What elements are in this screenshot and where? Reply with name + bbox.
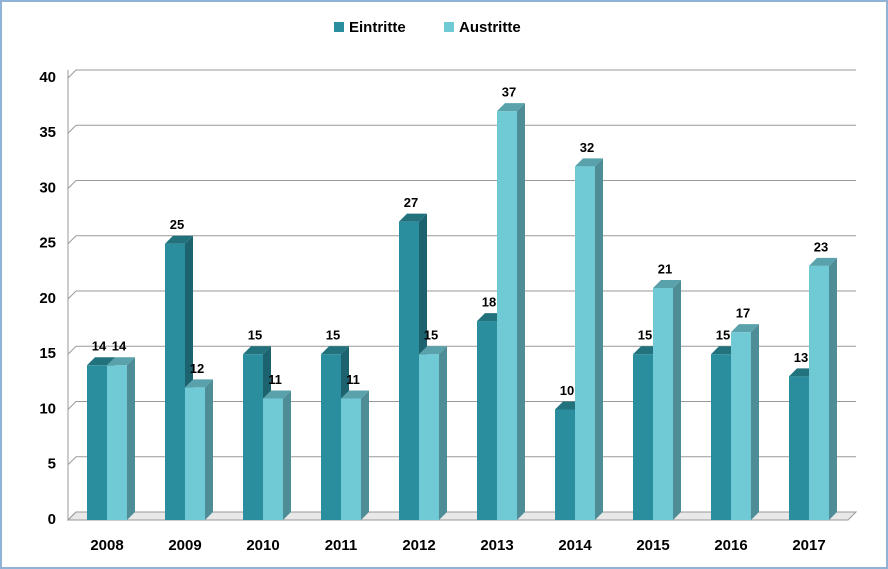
bar bbox=[731, 332, 751, 520]
bar-side bbox=[283, 390, 291, 520]
value-label: 37 bbox=[502, 85, 516, 100]
bar-top bbox=[263, 390, 291, 399]
bar-top bbox=[165, 235, 193, 244]
bar bbox=[321, 354, 341, 520]
legend-swatch bbox=[444, 22, 454, 32]
bar bbox=[399, 221, 419, 520]
bar bbox=[107, 365, 127, 520]
value-label: 17 bbox=[736, 306, 750, 321]
x-tick-label: 2015 bbox=[636, 537, 669, 554]
bar bbox=[497, 111, 517, 521]
bar-top bbox=[497, 103, 525, 112]
x-tick-label: 2016 bbox=[714, 537, 747, 554]
value-label: 13 bbox=[794, 350, 808, 365]
bar bbox=[555, 409, 575, 520]
bar-side bbox=[517, 103, 525, 521]
value-label: 10 bbox=[560, 383, 574, 398]
bar-side bbox=[127, 357, 135, 520]
bar bbox=[185, 387, 205, 520]
value-label: 21 bbox=[658, 261, 672, 276]
value-label: 11 bbox=[268, 372, 282, 387]
x-tick-label: 2013 bbox=[480, 537, 513, 554]
grid-line bbox=[67, 290, 77, 300]
bar-top bbox=[731, 324, 759, 333]
grid-line bbox=[67, 124, 77, 134]
grid-line bbox=[67, 180, 77, 189]
bar-side bbox=[673, 279, 681, 520]
grid-line bbox=[67, 69, 77, 79]
value-label: 18 bbox=[482, 295, 496, 310]
bar-side bbox=[361, 390, 369, 520]
y-tick-label: 20 bbox=[39, 290, 56, 307]
value-label: 15 bbox=[248, 328, 262, 343]
value-label: 15 bbox=[716, 328, 730, 343]
bar bbox=[809, 265, 829, 520]
x-tick-label: 2014 bbox=[558, 537, 592, 554]
bar-top bbox=[107, 357, 135, 366]
bar bbox=[633, 354, 653, 520]
y-tick-label: 35 bbox=[39, 124, 56, 141]
bar-side bbox=[829, 257, 837, 520]
bar bbox=[263, 398, 283, 520]
value-label: 11 bbox=[346, 372, 360, 387]
bar-side bbox=[205, 379, 213, 520]
bar bbox=[165, 243, 185, 520]
value-label: 14 bbox=[112, 339, 127, 354]
x-tick-label: 2008 bbox=[90, 537, 123, 554]
bar-top bbox=[575, 158, 603, 167]
value-label: 27 bbox=[404, 195, 418, 210]
bar-top bbox=[419, 346, 447, 355]
y-tick-label: 30 bbox=[39, 179, 56, 196]
legend-label: Eintritte bbox=[349, 19, 406, 36]
legend-label: Austritte bbox=[459, 19, 521, 36]
bar-side bbox=[439, 346, 447, 520]
y-tick-label: 25 bbox=[39, 235, 56, 252]
bar-side bbox=[751, 324, 759, 520]
bar-top bbox=[87, 357, 115, 366]
y-tick-label: 0 bbox=[48, 511, 56, 528]
x-tick-label: 2010 bbox=[246, 537, 279, 554]
grid-line bbox=[67, 235, 77, 245]
bar bbox=[87, 365, 107, 520]
value-label: 12 bbox=[190, 361, 204, 376]
bar bbox=[789, 376, 809, 520]
value-label: 25 bbox=[170, 217, 184, 232]
x-tick-label: 2017 bbox=[792, 537, 825, 554]
y-tick-label: 5 bbox=[48, 456, 56, 473]
value-label: 15 bbox=[326, 328, 340, 343]
bar-top bbox=[321, 346, 349, 355]
bar bbox=[341, 398, 361, 520]
bar bbox=[477, 321, 497, 520]
value-label: 15 bbox=[424, 328, 438, 343]
grid-line bbox=[67, 401, 77, 410]
bar bbox=[575, 166, 595, 520]
bar-top bbox=[341, 390, 369, 399]
bar bbox=[243, 354, 263, 520]
bar-top bbox=[809, 257, 837, 266]
x-tick-label: 2009 bbox=[168, 537, 201, 554]
grid-line bbox=[67, 345, 77, 355]
bar-top bbox=[399, 213, 427, 222]
legend-swatch bbox=[334, 22, 344, 32]
grid-line bbox=[67, 456, 77, 466]
y-tick-label: 40 bbox=[39, 69, 56, 86]
value-label: 14 bbox=[92, 339, 107, 354]
y-tick-label: 15 bbox=[39, 345, 56, 362]
value-label: 15 bbox=[638, 328, 652, 343]
value-label: 32 bbox=[580, 140, 594, 155]
bar bbox=[653, 287, 673, 520]
bar-top bbox=[243, 346, 271, 355]
value-label: 23 bbox=[814, 239, 828, 254]
bar-top bbox=[185, 379, 213, 388]
x-tick-label: 2011 bbox=[325, 537, 358, 554]
bar-side bbox=[595, 158, 603, 520]
bar-top bbox=[653, 279, 681, 288]
y-tick-label: 10 bbox=[39, 400, 56, 417]
bar bbox=[711, 354, 731, 520]
bar bbox=[419, 354, 439, 520]
x-tick-label: 2012 bbox=[402, 537, 435, 554]
